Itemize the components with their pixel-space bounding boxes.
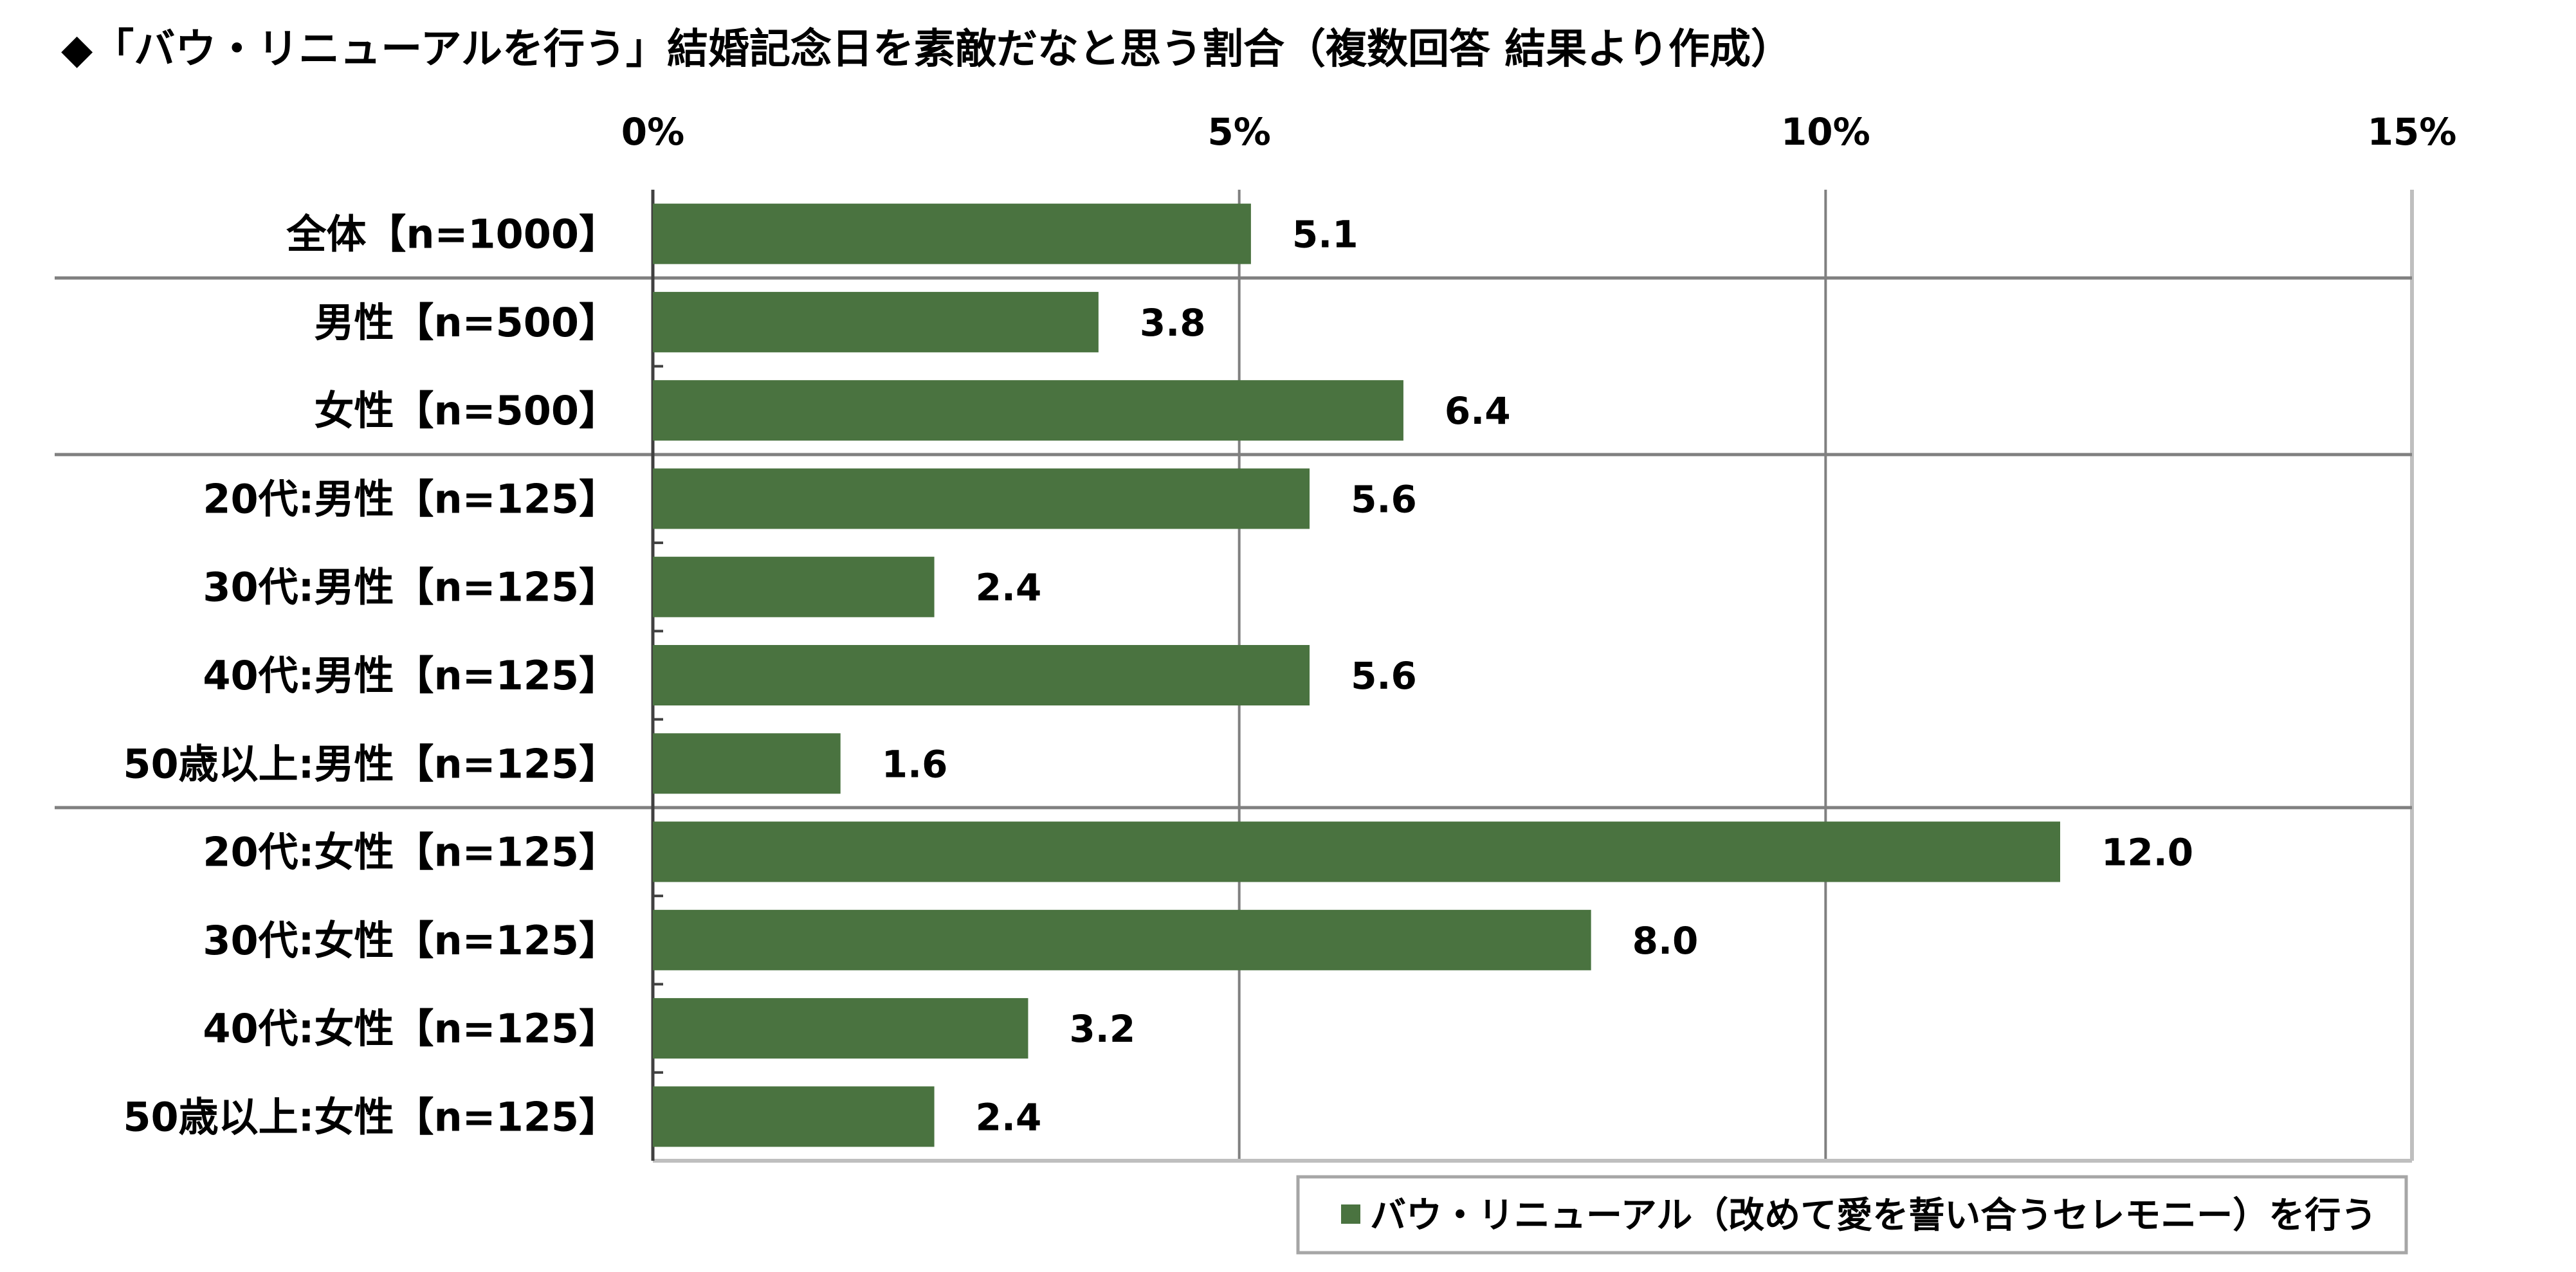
value-label: 5.1 — [1292, 213, 1358, 257]
x-tick-label: 10% — [1781, 110, 1870, 154]
bars — [653, 203, 2060, 1147]
legend-box — [1296, 1175, 2408, 1255]
category-label: 全体【n=1000】 — [286, 211, 619, 258]
value-label: 5.6 — [1351, 477, 1417, 521]
bar — [653, 998, 1028, 1059]
category-label: 30代:男性【n=125】 — [203, 564, 619, 611]
value-label: 2.4 — [976, 1095, 1042, 1139]
category-label: 男性【n=500】 — [314, 299, 619, 346]
category-label: 40代:男性【n=125】 — [203, 652, 619, 699]
value-label: 3.8 — [1140, 301, 1206, 345]
value-label: 1.6 — [882, 742, 948, 786]
category-label: 20代:男性【n=125】 — [203, 475, 619, 522]
category-label: 50歳以上:男性【n=125】 — [123, 740, 619, 787]
bar — [653, 1086, 935, 1147]
value-label: 8.0 — [1632, 919, 1699, 963]
chart-title: ◆「バウ・リニューアルを行う」結婚記念日を素敵だなと思う割合（複数回答 結果より… — [61, 26, 1792, 73]
value-label: 12.0 — [2101, 831, 2193, 875]
value-label: 6.4 — [1445, 389, 1511, 433]
category-label: 50歳以上:女性【n=125】 — [123, 1093, 619, 1140]
bar — [653, 291, 1099, 352]
category-label: 30代:女性【n=125】 — [203, 917, 619, 964]
value-labels: 5.1 3.8 6.4 5.6 2.4 5.6 1.6 12.0 8.0 3.2 2.4 — [882, 213, 2193, 1140]
category-label: 40代:女性【n=125】 — [203, 1005, 619, 1052]
value-label: 5.6 — [1351, 654, 1417, 698]
category-label: 20代:女性【n=125】 — [203, 829, 619, 876]
x-tick-label: 15% — [2368, 110, 2457, 154]
x-axis-ticks: 0% 5% 10% 15% — [621, 110, 2457, 154]
bar — [653, 203, 1251, 264]
bar — [653, 733, 841, 794]
bar — [653, 645, 1310, 705]
category-labels: 全体【n=1000】男性【n=500】女性【n=500】 20代:男性【n=125… — [123, 211, 619, 1141]
category-label: 女性【n=500】 — [314, 387, 619, 434]
bar — [653, 380, 1403, 441]
bar — [653, 821, 2060, 882]
bar — [653, 468, 1310, 529]
value-label: 3.2 — [1069, 1007, 1135, 1051]
legend-swatch — [1341, 1204, 1360, 1224]
legend-label: バウ・リニューアル（改めて愛を誓い合うセレモニー）を行う — [1370, 1195, 2377, 1237]
x-tick-label: 5% — [1207, 110, 1270, 154]
legend: バウ・リニューアル（改めて愛を誓い合うセレモニー）を行う — [1296, 1175, 2408, 1255]
bar — [653, 909, 1591, 970]
value-label: 2.4 — [976, 566, 1042, 610]
bar — [653, 556, 935, 617]
x-tick-label: 0% — [621, 110, 684, 154]
